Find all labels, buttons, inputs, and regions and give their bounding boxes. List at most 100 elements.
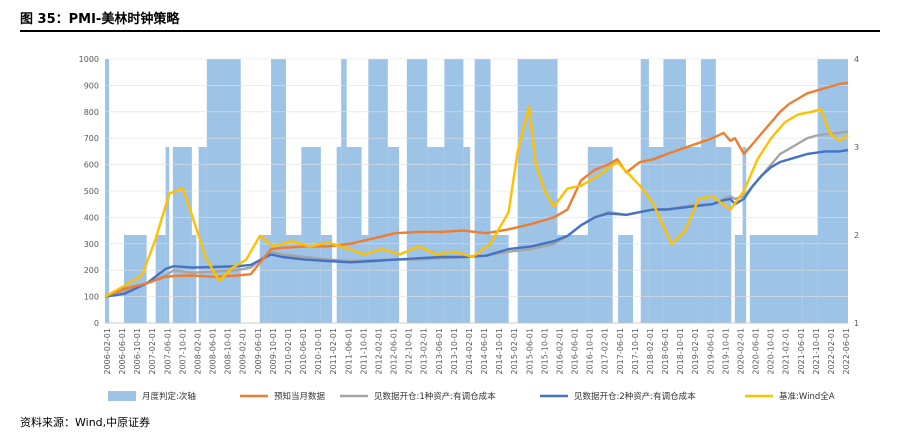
legend-label: 月度判定:次轴 (142, 391, 196, 402)
regime-bar (734, 235, 743, 323)
y-axis-left: 0 100 200 300 400 500 600 700 800 900 1000 (79, 55, 99, 328)
x-tick-label: 2014-06-01 (480, 328, 489, 375)
y-right-tick-label: 4 (854, 55, 859, 64)
x-tick-label: 2018-02-01 (646, 328, 655, 375)
x-tick-label: 2007-06-01 (163, 328, 172, 375)
x-tick-label: 2016-06-01 (571, 328, 580, 375)
series-lines (104, 81, 849, 298)
regime-bar (749, 235, 803, 323)
x-tick-label: 2020-10-01 (767, 328, 776, 375)
x-tick-label: 2011-02-01 (329, 328, 338, 375)
x-tick-label: 2008-02-01 (193, 328, 202, 375)
legend-label: 预知当月数据 (274, 391, 326, 402)
regime-bar (618, 235, 634, 323)
x-tick-label: 2015-06-01 (525, 328, 534, 375)
legend-item: 基准:Wind全A (745, 391, 835, 402)
x-tick-label: 2013-02-01 (420, 328, 429, 375)
x-tick-label: 2021-06-01 (797, 328, 806, 375)
x-tick-label: 2014-02-01 (465, 328, 474, 375)
x-tick-label: 2011-06-01 (344, 328, 353, 375)
y-right-tick-label: 3 (854, 143, 859, 152)
x-tick-label: 2019-10-01 (721, 328, 730, 375)
series-line (104, 148, 849, 298)
legend-item: 月度判定:次轴 (108, 391, 196, 402)
x-tick-label: 2012-10-01 (405, 328, 414, 375)
y-left-tick-label: 200 (84, 266, 99, 275)
y-right-tick-label: 1 (854, 319, 859, 328)
y-axis-right: 1 2 3 4 (854, 55, 859, 328)
x-tick-label: 2020-02-01 (736, 328, 745, 375)
x-tick-label: 2021-10-01 (812, 328, 821, 375)
legend-label: 见数据开仓:2种资产:有调仓成本 (574, 391, 696, 402)
x-tick-label: 2010-06-01 (299, 328, 308, 375)
x-tick-label: 2006-02-01 (103, 328, 112, 375)
x-tick-label: 2022-02-01 (827, 328, 836, 375)
y-left-tick-label: 300 (84, 240, 99, 249)
x-tick-label: 2016-10-01 (586, 328, 595, 375)
regime-bar (490, 235, 509, 323)
regime-bar (259, 235, 272, 323)
y-left-tick-label: 600 (84, 161, 99, 170)
x-tick-label: 2017-06-01 (616, 328, 625, 375)
y-left-tick-label: 700 (84, 134, 99, 143)
x-tick-label: 2006-10-01 (133, 328, 142, 375)
y-right-tick-label: 2 (854, 231, 859, 240)
x-tick-label: 2008-10-01 (224, 328, 233, 375)
regime-bar (165, 147, 170, 323)
legend: 月度判定:次轴 预知当月数据 见数据开仓:1种资产:有调仓成本 见数据开仓:2种资产:… (108, 391, 835, 402)
x-tick-label: 2009-02-01 (239, 328, 248, 375)
x-tick-label: 2012-06-01 (390, 328, 399, 375)
regime-bar (387, 147, 400, 323)
x-tick-label: 2015-02-01 (510, 328, 519, 375)
y-left-tick-label: 800 (84, 108, 99, 117)
regime-bar (198, 147, 207, 323)
x-tick-label: 2021-02-01 (782, 328, 791, 375)
legend-item: 见数据开仓:1种资产:有调仓成本 (340, 391, 496, 402)
y-left-tick-label: 900 (84, 81, 99, 90)
x-tick-label: 2015-10-01 (540, 328, 549, 375)
series-line (104, 105, 849, 298)
regime-bar (336, 147, 342, 323)
y-left-tick-label: 1000 (79, 55, 99, 64)
series-line (104, 81, 849, 298)
x-tick-label: 2011-10-01 (359, 328, 368, 375)
legend-item: 预知当月数据 (240, 391, 326, 402)
legend-label: 基准:Wind全A (779, 391, 835, 402)
regime-bar (587, 147, 613, 323)
y-left-tick-label: 0 (94, 319, 99, 328)
x-tick-label: 2016-02-01 (555, 328, 564, 375)
x-tick-label: 2013-10-01 (450, 328, 459, 375)
x-tick-label: 2020-06-01 (752, 328, 761, 375)
legend-swatch (108, 391, 136, 401)
y-left-tick-label: 500 (84, 187, 99, 196)
x-tick-label: 2007-02-01 (148, 328, 157, 375)
x-tick-label: 2017-02-01 (601, 328, 610, 375)
x-tick-label: 2010-02-01 (284, 328, 293, 375)
figure-title: 图 35：PMI-美林时钟策略 (20, 12, 180, 27)
regime-bar (557, 235, 588, 323)
regime-bar (463, 147, 471, 323)
x-tick-label: 2017-10-01 (631, 328, 640, 375)
x-axis: 2006-02-01 2006-06-01 2006-10-01 2007-02-01… (103, 322, 851, 375)
title-rule (20, 30, 880, 32)
x-tick-label: 2019-06-01 (706, 328, 715, 375)
regime-bar (802, 235, 818, 323)
source-note: 资料来源：Wind,中原证券 (20, 416, 151, 429)
x-tick-label: 2012-02-01 (374, 328, 383, 375)
regime-bar (320, 235, 333, 323)
x-tick-label: 2008-06-01 (209, 328, 218, 375)
legend-label: 见数据开仓:1种资产:有调仓成本 (374, 391, 496, 402)
x-tick-label: 2010-10-01 (314, 328, 323, 375)
x-tick-label: 2009-06-01 (254, 328, 263, 375)
regime-bar (742, 147, 747, 323)
y-left-tick-label: 100 (84, 293, 99, 302)
y-left-tick-label: 400 (84, 213, 99, 222)
x-tick-label: 2018-06-01 (661, 328, 670, 375)
regime-bar (361, 235, 369, 323)
x-tick-label: 2019-02-01 (691, 328, 700, 375)
regime-bar (191, 235, 197, 323)
x-tick-label: 2022-06-01 (842, 328, 851, 375)
x-tick-label: 2007-10-01 (178, 328, 187, 375)
x-tick-label: 2009-10-01 (269, 328, 278, 375)
